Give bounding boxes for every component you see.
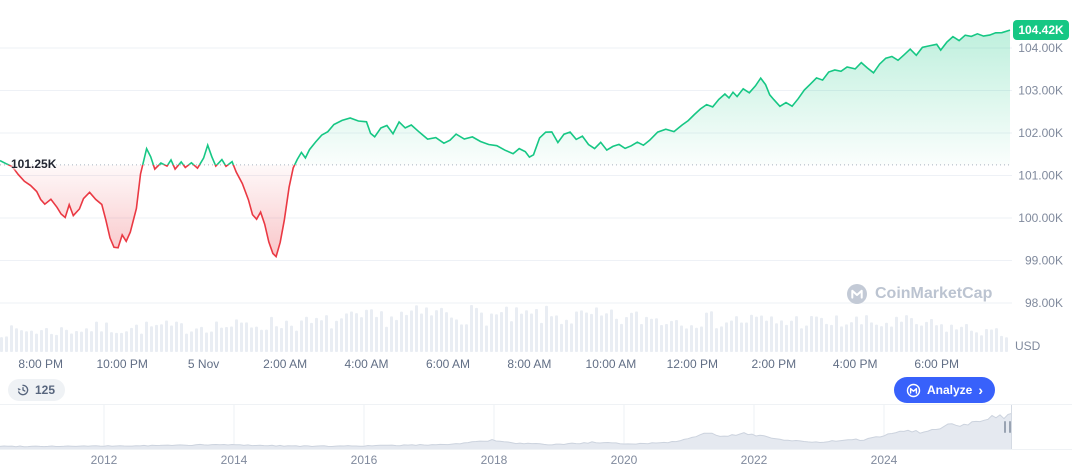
time-tick-label: 8:00 AM [507,357,552,371]
year-tick-label: 2012 [90,453,118,467]
year-tick-label: 2014 [220,453,248,467]
year-tick-label: 2024 [870,453,898,467]
grid-lines [0,47,1012,304]
navigator-chart-svg[interactable] [0,405,1072,449]
svg-text:102.00K: 102.00K [1018,126,1063,140]
svg-text:101.00K: 101.00K [1018,169,1063,183]
chevron-right-icon: › [978,381,983,398]
current-price-badge: 104.42K [1013,20,1069,41]
price-line-up [0,29,1011,165]
history-clock-icon [17,384,29,396]
history-count-badge[interactable]: 125 [8,379,66,401]
navigator-line [0,412,1013,448]
time-tick-label: 10:00 PM [96,357,148,371]
price-area-down [0,164,1010,257]
range-handle[interactable] [1000,417,1014,437]
price-chart-svg[interactable]: 104.00K 103.00K 102.00K 101.00K 100.00K 99.00… [0,0,1072,352]
range-navigator[interactable] [0,404,1072,450]
time-tick-label: 10:00 AM [585,357,637,371]
time-tick-label: 12:00 PM [666,357,718,371]
year-tick-label: 2022 [740,453,768,467]
coinmarketcap-watermark: CoinMarketCap [846,283,992,305]
year-axis: 2012 2014 2016 2018 2020 2022 2024 [0,449,1072,470]
svg-text:103.00K: 103.00K [1018,84,1063,98]
time-tick-label: 6:00 AM [425,357,471,371]
time-tick-label: 2:00 AM [263,357,308,371]
time-tick-label: 6:00 PM [914,357,960,371]
svg-text:98.00K: 98.00K [1025,296,1063,310]
price-area-up [0,30,1010,165]
price-chart-area[interactable]: 104.00K 103.00K 102.00K 101.00K 100.00K 99.00… [0,0,1072,352]
y-axis-labels: 104.00K 103.00K 102.00K 101.00K 100.00K 99.00… [1015,41,1063,352]
svg-text:99.00K: 99.00K [1025,254,1063,268]
currency-unit-label: USD [1015,339,1041,352]
time-tick-label: 4:00 PM [832,357,878,371]
svg-text:104.00K: 104.00K [1018,41,1063,55]
time-tick-label: 5 Nov [187,357,220,371]
time-tick-label: 4:00 AM [344,357,389,371]
navigator-area [0,413,1012,449]
coinmarketcap-logo-icon [847,284,867,304]
volume-bars [0,305,1008,352]
time-tick-label: 8:00 PM [18,357,64,371]
time-tick-label: 2:00 PM [751,357,797,371]
year-tick-label: 2016 [350,453,378,467]
analyze-button[interactable]: Analyze › [893,377,995,403]
watermark-text: CoinMarketCap [875,285,993,302]
cmc-logo-icon [906,383,921,397]
analyze-label: Analyze [926,383,973,397]
svg-text:100.00K: 100.00K [1018,211,1063,225]
year-tick-label: 2018 [480,453,508,467]
time-axis: 8:00 PM 10:00 PM 5 Nov 2:00 AM 4:00 AM 6:00 A… [0,352,1012,376]
baseline-price-label: 101.25K [11,156,57,171]
chart-toolbar: 125 Analyze › [0,376,1072,404]
year-tick-label: 2020 [610,453,638,467]
history-count: 125 [35,383,56,397]
